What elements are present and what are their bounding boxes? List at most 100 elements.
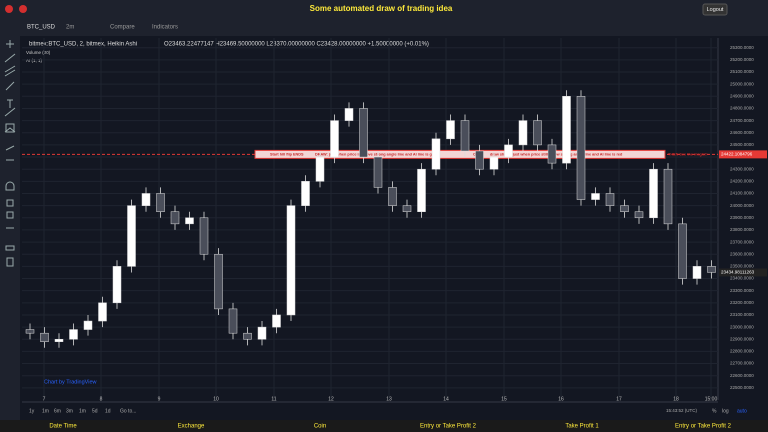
candle-body xyxy=(446,120,455,140)
footer-label: Coin xyxy=(314,424,326,430)
auto-toggle[interactable]: auto xyxy=(737,408,747,414)
footer-label: Date Time xyxy=(49,424,77,430)
candle-body xyxy=(98,302,107,322)
range-button[interactable]: 6m xyxy=(54,408,61,414)
legend-ai: AI (1, 1) xyxy=(26,58,43,63)
candle-body xyxy=(504,144,513,158)
candle-body xyxy=(518,120,528,146)
range-button[interactable]: 3m xyxy=(66,408,73,414)
candle-body xyxy=(170,211,180,225)
logout-label[interactable]: Logout xyxy=(707,7,724,13)
y-tick-label: 23500.0000 xyxy=(730,264,754,269)
candle-body xyxy=(54,339,64,342)
candle-body xyxy=(533,120,542,146)
symbol[interactable]: BTC_USD xyxy=(27,25,56,31)
x-tick-label: 14 xyxy=(443,396,449,402)
interval[interactable]: 2m xyxy=(66,25,74,31)
range-button[interactable]: 1m xyxy=(42,408,49,414)
y-tick-label: 23000.0000 xyxy=(730,324,754,329)
drawing-tools[interactable] xyxy=(4,40,16,267)
top-bar xyxy=(0,0,768,18)
candle-body xyxy=(243,332,252,340)
compare[interactable]: Compare xyxy=(110,25,135,31)
candle-body xyxy=(141,193,151,206)
y-tick-label: 24700.0000 xyxy=(730,118,754,123)
x-tick-label: 15:00 xyxy=(705,396,718,402)
candle-body xyxy=(605,193,615,206)
range-button[interactable]: 1d xyxy=(105,408,111,414)
current-price: 23434.98111263 xyxy=(721,270,755,275)
y-tick-label: 23600.0000 xyxy=(730,251,754,256)
candle-body xyxy=(489,156,499,170)
footer-label: Entry or Take Profit 2 xyxy=(675,424,732,430)
icon[interactable] xyxy=(5,5,13,13)
y-tick-label: 24900.0000 xyxy=(730,93,754,98)
y-tick-label: 23100.0000 xyxy=(730,312,754,317)
y-tick-label: 24500.0000 xyxy=(730,142,754,147)
candle-body xyxy=(214,253,223,310)
range-button[interactable]: 5d xyxy=(92,408,98,414)
y-tick-label: 22700.0000 xyxy=(730,361,754,366)
pct-toggle[interactable]: % xyxy=(712,408,717,414)
range-button[interactable]: 1y xyxy=(29,408,35,414)
range-button[interactable]: 1m xyxy=(79,408,86,414)
annotation-text: THEN See the magic!! xyxy=(668,152,707,156)
y-tick-label: 24800.0000 xyxy=(730,106,754,111)
range-button[interactable]: Go to... xyxy=(120,408,136,414)
candle-body xyxy=(547,144,557,164)
indicators[interactable]: Indicators xyxy=(152,25,178,31)
y-tick-label: 23400.0000 xyxy=(730,276,754,281)
candle-body xyxy=(83,320,93,330)
candle-body xyxy=(330,120,339,158)
candle-body xyxy=(417,168,426,212)
x-tick-label: 18 xyxy=(673,396,679,402)
y-tick-label: 23800.0000 xyxy=(730,227,754,232)
candle-body xyxy=(69,329,78,340)
toolbar xyxy=(0,18,768,36)
y-tick-label: 22600.0000 xyxy=(730,373,754,378)
candle-body xyxy=(257,326,267,340)
candle-body xyxy=(402,205,412,212)
candle-body xyxy=(272,314,281,328)
candle-body xyxy=(25,329,35,334)
candle-body xyxy=(40,332,49,342)
x-tick-label: 15 xyxy=(501,396,507,402)
candle-body xyxy=(373,156,383,188)
candle-body xyxy=(707,266,716,273)
y-tick-label: 23700.0000 xyxy=(730,239,754,244)
y-tick-label: 24000.0000 xyxy=(730,203,754,208)
footer-label: Take Profit 1 xyxy=(565,424,599,430)
candle-body xyxy=(315,156,325,182)
candle-body xyxy=(663,168,673,225)
candle-body xyxy=(576,96,586,200)
candle-body xyxy=(344,108,354,121)
annotation-text: Start hill flip ENDS xyxy=(270,152,304,156)
legend-main: bitmex:BTC_USD, 2, bitmex, Heikin Ashi xyxy=(29,42,137,48)
price-axis xyxy=(718,38,768,408)
current-price-box xyxy=(719,268,767,277)
log-toggle[interactable]: log xyxy=(722,408,729,414)
candle-body xyxy=(620,205,629,212)
logout-button[interactable] xyxy=(702,3,728,16)
x-tick-label: 16 xyxy=(558,396,564,402)
candle-body xyxy=(692,266,702,279)
watermark[interactable]: Chart by TradingView xyxy=(44,379,97,385)
x-tick-label: 17 xyxy=(616,396,622,402)
candle-body xyxy=(286,205,296,316)
candle-body xyxy=(127,205,136,267)
price-label-box xyxy=(719,150,767,159)
candle-body xyxy=(562,96,571,164)
candle-body xyxy=(460,120,470,152)
y-tick-label: 24100.0000 xyxy=(730,191,754,196)
annotation-text: draw shorts just when price still below … xyxy=(490,152,623,156)
candle-body xyxy=(228,308,238,334)
legend-volume: Volume (20) xyxy=(26,50,51,55)
icon[interactable] xyxy=(19,5,27,13)
y-tick-label: 22900.0000 xyxy=(730,336,754,341)
candle-body xyxy=(678,223,687,279)
candle-body xyxy=(634,211,644,219)
legend-ohlc: O23463.22477147 H23469.50000000 L23370.0… xyxy=(164,42,429,48)
x-tick-label: 9 xyxy=(158,396,161,402)
candle-body xyxy=(359,108,368,158)
y-tick-label: 23200.0000 xyxy=(730,300,754,305)
